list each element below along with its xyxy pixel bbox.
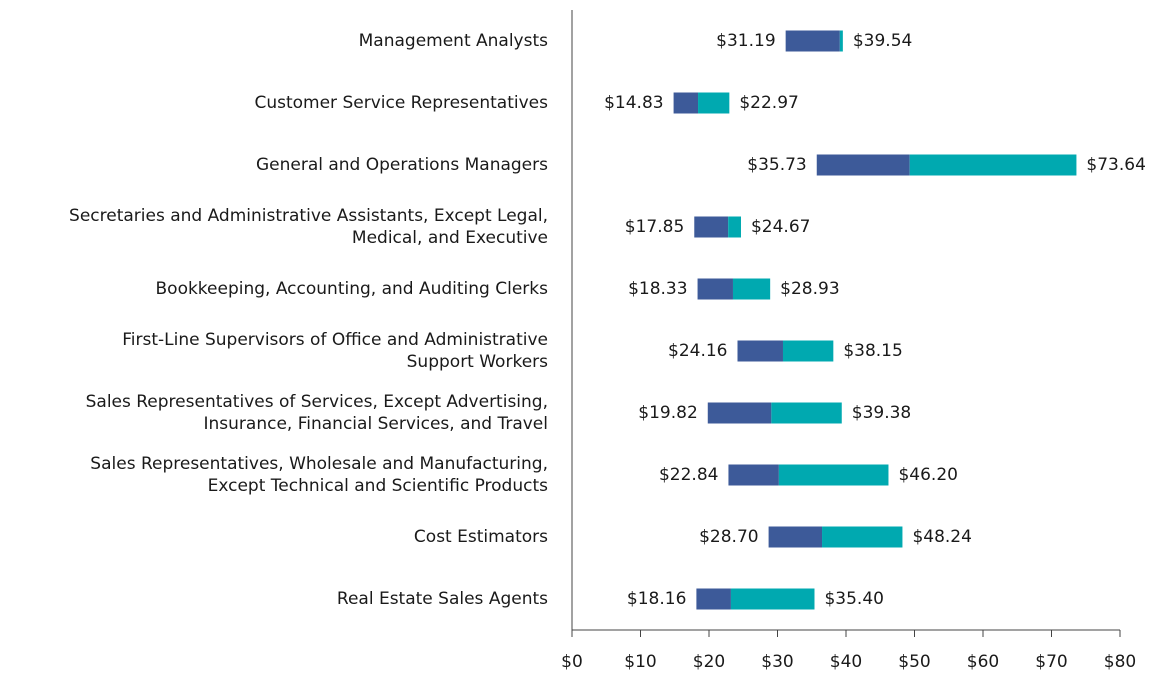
x-tick-label: $10: [624, 652, 656, 672]
bar-upper: [822, 526, 903, 548]
category-label: Customer Service Representatives: [254, 93, 548, 113]
category-label: Sales Representatives, Wholesale and Man…: [90, 454, 548, 496]
bar-lower: [737, 340, 783, 362]
low-label: $28.70: [699, 527, 758, 547]
high-label: $28.93: [780, 279, 839, 299]
category-label: Cost Estimators: [414, 527, 548, 547]
x-tick-label: $80: [1104, 652, 1136, 672]
high-label: $48.24: [912, 527, 971, 547]
high-label: $22.97: [739, 93, 798, 113]
low-label: $31.19: [716, 31, 775, 51]
x-tick-label: $40: [830, 652, 862, 672]
low-label: $24.16: [668, 341, 727, 361]
x-tick-label: $50: [898, 652, 930, 672]
high-label: $35.40: [824, 589, 883, 609]
category-label: First-Line Supervisors of Office and Adm…: [122, 330, 548, 372]
bar-upper: [782, 340, 834, 362]
low-label: $14.83: [604, 93, 663, 113]
bar-upper: [698, 92, 730, 114]
high-label: $46.20: [898, 465, 957, 485]
low-label: $22.84: [659, 465, 718, 485]
category-label: Management Analysts: [359, 31, 549, 51]
bar-upper: [728, 216, 741, 238]
bar-lower: [816, 154, 910, 176]
x-tick-label: $30: [761, 652, 793, 672]
bar-upper: [839, 30, 843, 52]
bar-upper: [771, 402, 842, 424]
category-label: Real Estate Sales Agents: [337, 589, 548, 609]
low-label: $17.85: [625, 217, 684, 237]
bar-lower: [768, 526, 823, 548]
category-label: Secretaries and Administrative Assistant…: [69, 206, 548, 248]
bar-upper: [909, 154, 1077, 176]
high-label: $39.54: [853, 31, 912, 51]
x-tick-label: $20: [693, 652, 725, 672]
bar-upper: [732, 278, 771, 300]
bar-lower: [673, 92, 699, 114]
low-label: $35.73: [747, 155, 806, 175]
bar-lower: [728, 464, 779, 486]
bar-upper: [730, 588, 815, 610]
x-tick-label: $60: [967, 652, 999, 672]
high-label: $38.15: [843, 341, 902, 361]
low-label: $18.16: [627, 589, 686, 609]
high-label: $73.64: [1086, 155, 1145, 175]
bar-upper: [778, 464, 889, 486]
high-label: $24.67: [751, 217, 810, 237]
category-label: Bookkeeping, Accounting, and Auditing Cl…: [156, 279, 549, 299]
bar-lower: [785, 30, 840, 52]
category-label: Sales Representatives of Services, Excep…: [86, 392, 548, 434]
bar-lower: [694, 216, 729, 238]
high-label: $39.38: [852, 403, 911, 423]
x-tick-label: $0: [561, 652, 583, 672]
bar-lower: [707, 402, 772, 424]
category-label: General and Operations Managers: [256, 155, 548, 175]
bar-lower: [697, 278, 733, 300]
bar-lower: [696, 588, 731, 610]
x-tick-label: $70: [1035, 652, 1067, 672]
low-label: $18.33: [628, 279, 687, 299]
low-label: $19.82: [638, 403, 697, 423]
